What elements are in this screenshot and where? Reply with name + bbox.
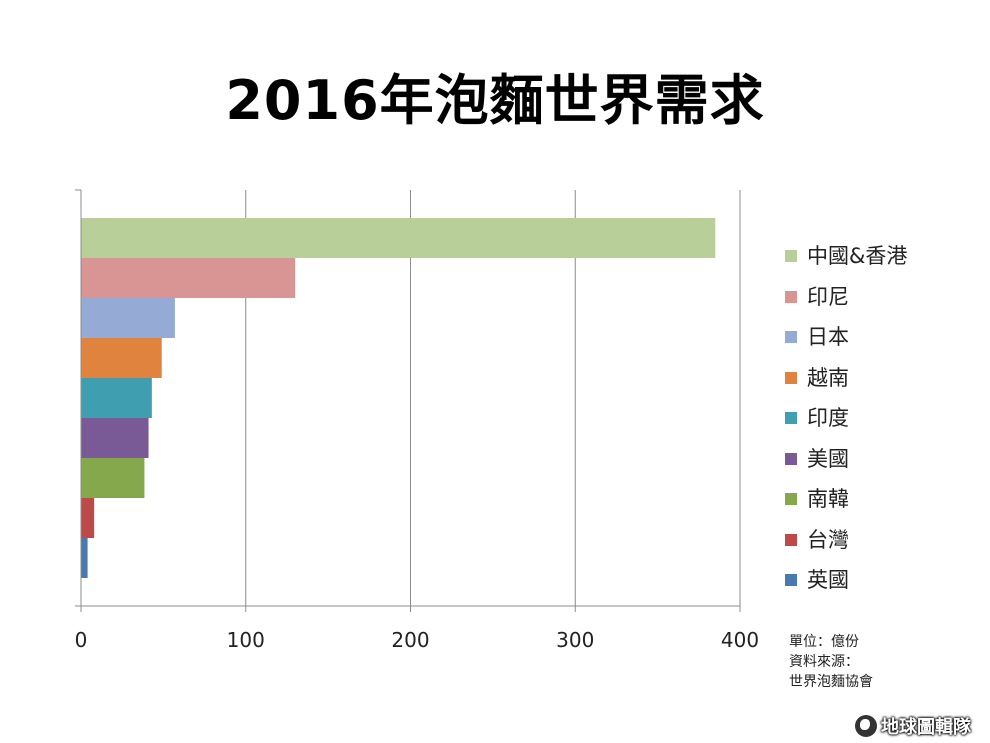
- axes: [75, 189, 741, 612]
- x-tick-label: 300: [556, 628, 594, 652]
- legend-label: 越南: [807, 365, 849, 390]
- x-tick-label: 400: [721, 628, 759, 652]
- bars: [81, 218, 716, 578]
- x-tick-labels: 0 100 200 300 400: [75, 628, 759, 652]
- legend-swatch: [785, 493, 797, 505]
- bar-3: [81, 298, 175, 338]
- legend-label: 美國: [807, 446, 849, 471]
- legend: 中國&香港印尼日本越南印度美國南韓台灣英國: [785, 236, 985, 601]
- bar-4: [81, 338, 162, 378]
- legend-swatch: [785, 533, 797, 546]
- legend-label: 印度: [807, 406, 849, 430]
- legend-item: 英國: [785, 560, 985, 601]
- legend-swatch: [785, 331, 797, 343]
- unit-note: 單位：億份: [789, 634, 859, 650]
- legend-item: 南韓: [785, 479, 985, 520]
- legend-item: 印度: [785, 398, 985, 439]
- legend-label: 南韓: [807, 487, 849, 511]
- chart-title: 2016年泡麵世界需求: [225, 69, 765, 132]
- bar-1: [81, 218, 716, 258]
- x-tick-label: 0: [75, 628, 88, 652]
- legend-swatch: [785, 412, 797, 424]
- legend-swatch: [785, 250, 797, 262]
- legend-label: 英國: [807, 568, 849, 592]
- legend-item: 越南: [785, 358, 985, 399]
- legend-label: 台灣: [807, 527, 849, 552]
- source-label: 資料來源：: [789, 654, 859, 670]
- source-name: 世界泡麵協會: [789, 674, 873, 690]
- legend-item: 印尼: [785, 277, 985, 318]
- legend-label: 日本: [807, 325, 849, 349]
- bar-9: [81, 538, 88, 578]
- legend-swatch: [785, 290, 797, 303]
- legend-swatch: [785, 574, 797, 586]
- x-tick-label: 200: [391, 628, 429, 652]
- x-tick-label: 100: [227, 628, 265, 652]
- bar-5: [81, 378, 152, 418]
- legend-item: 中國&香港: [785, 236, 985, 277]
- legend-swatch: [785, 452, 797, 465]
- bar-2: [81, 258, 296, 298]
- legend-item: 台灣: [785, 520, 985, 561]
- legend-item: 美國: [785, 439, 985, 480]
- globe-icon: [855, 715, 877, 737]
- bar-8: [81, 498, 95, 538]
- chart-notes: 單位：億份 資料來源： 世界泡麵協會: [789, 632, 873, 692]
- legend-swatch: [785, 371, 797, 384]
- bar-6: [81, 418, 149, 458]
- legend-label: 中國&香港: [807, 244, 908, 268]
- bar-7: [81, 458, 145, 498]
- legend-label: 印尼: [807, 284, 849, 309]
- brand-watermark: 地球圖輯隊: [855, 712, 971, 740]
- legend-item: 日本: [785, 317, 985, 358]
- brand-name: 地球圖輯隊: [881, 717, 971, 738]
